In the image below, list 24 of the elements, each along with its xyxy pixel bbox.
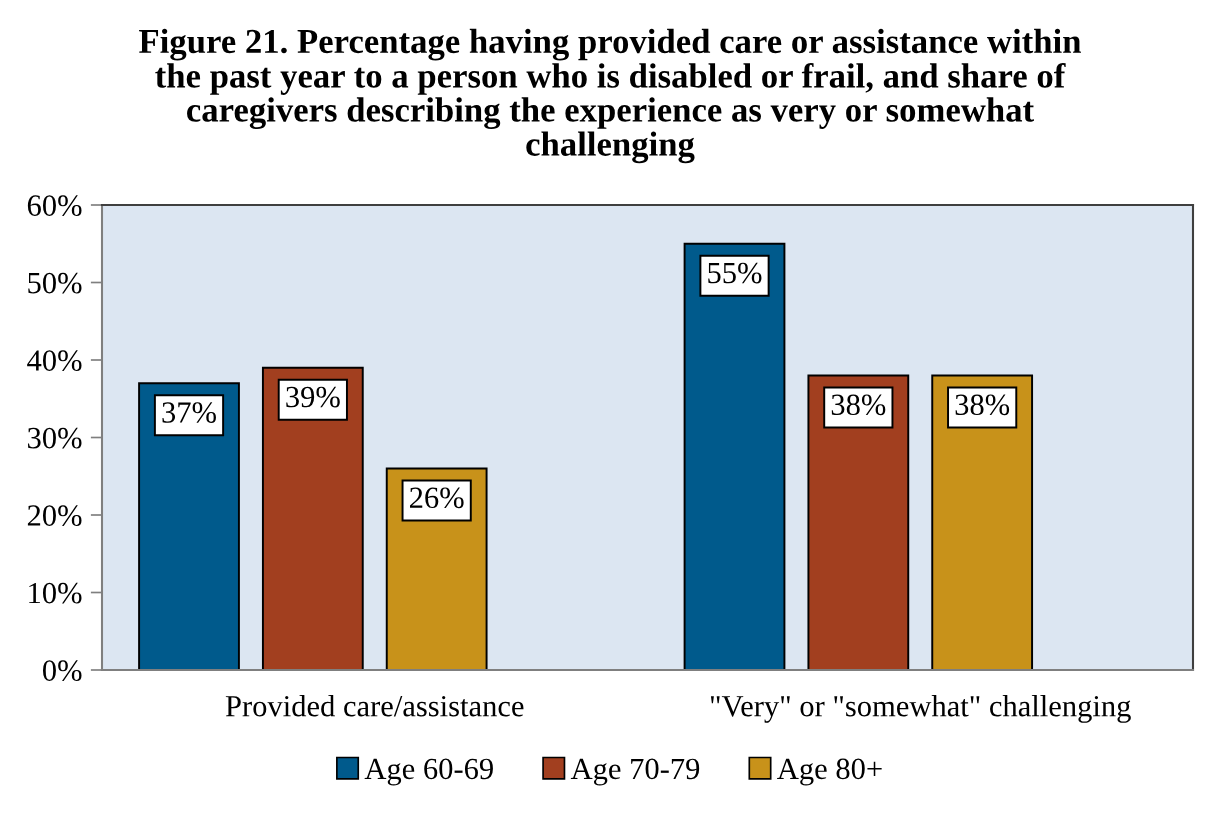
bar [807, 374, 910, 670]
bar [931, 374, 1034, 670]
bar [138, 382, 240, 670]
y-tick-label: 50% [28, 272, 82, 294]
chart-title: Figure 21. Percentage having provided care or assistance within the past year to a person who is disabled or frail, and share of caregivers describing the experience as very or somewhat challenging [139, 28, 1081, 164]
data-label: 26% [410, 487, 464, 509]
y-tick-label: 20% [27, 505, 82, 526]
data-label: 37% [162, 402, 216, 423]
y-tick-label: 60% [27, 195, 82, 216]
x-tick-label: Provided care/assistance [225, 695, 524, 717]
data-label: 55% [708, 262, 762, 284]
legend-label: Age 80+ [777, 758, 882, 786]
y-tick-label: 30% [28, 427, 82, 449]
data-label: 38% [955, 394, 1010, 416]
data-label: 38% [831, 394, 886, 416]
x-tick-label: "Very" or "somewhat" challenging [710, 695, 1131, 723]
y-tick-label: 10% [29, 582, 82, 604]
legend-label: Age 70-79 [570, 758, 700, 786]
bar [683, 242, 786, 670]
bar [261, 366, 364, 670]
data-label: 39% [286, 386, 340, 408]
legend-label: Age 60-69 [364, 758, 493, 786]
y-tick-label: 0% [42, 660, 82, 681]
y-tick-label: 40% [27, 350, 82, 371]
